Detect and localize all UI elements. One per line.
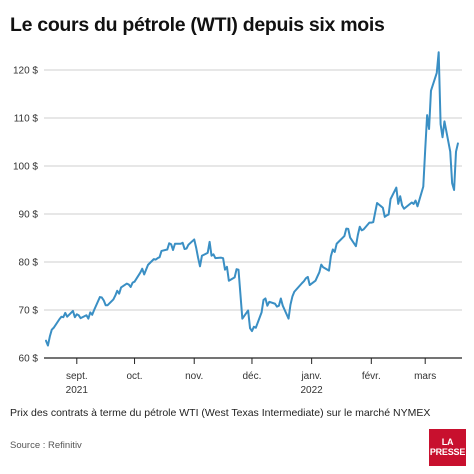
x-tick-label: oct. [126,371,142,382]
x-tick-label: mars [414,371,436,382]
x-tick-label: févr. [362,371,381,382]
chart-caption: Prix des contrats à terme du pétrole WTI… [10,407,431,419]
price-series [45,51,459,347]
y-tick-label: 110 $ [14,114,39,125]
x-axis: sept. 2021 oct. nov. déc. janv. 2022 févr. mars [44,357,462,396]
logo-line-2: PRESSE [429,446,466,457]
x-tick-label: déc. [243,371,262,382]
y-tick-label: 90 $ [19,210,39,221]
gridlines [44,69,462,311]
x-tick-label: sept. [66,371,88,382]
x-tick-year-label: 2021 [66,385,89,396]
oil-price-chart: 60 $ 70 $ 80 $ 90 $ 100 $ 110 $ 120 $ sept. 202… [13,51,462,396]
y-tick-label: 80 $ [19,258,39,269]
la-presse-logo: LA PRESSE [429,429,466,466]
x-tick-year-label: 2022 [301,385,324,396]
source-note: Source : Refinitiv [10,440,82,451]
y-tick-label: 120 $ [13,66,38,77]
x-tick-label: janv. [300,371,321,382]
y-axis-labels: 60 $ 70 $ 80 $ 90 $ 100 $ 110 $ 120 $ [13,66,38,365]
x-tick-label: nov. [185,371,203,382]
y-tick-label: 100 $ [13,162,38,173]
y-tick-label: 70 $ [19,306,39,317]
logo-line-1: LA [441,437,454,447]
y-tick-label: 60 $ [19,354,39,365]
price-line [45,51,459,347]
chart-title: Le cours du pétrole (WTI) depuis six moi… [10,14,385,36]
